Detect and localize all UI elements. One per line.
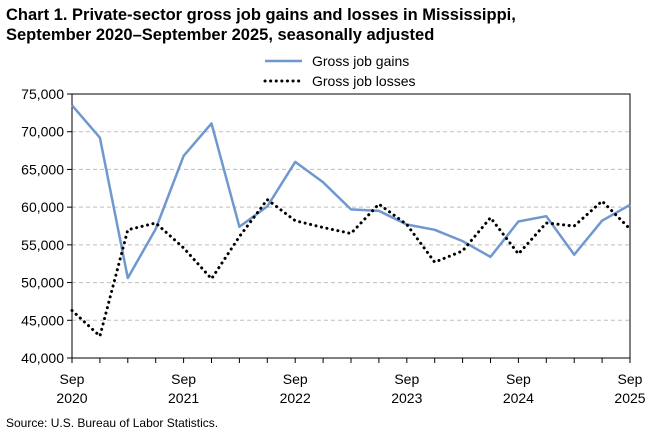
chart-title-line-1: Chart 1. Private-sector gross job gains … <box>6 6 516 24</box>
y-tick-label: 40,000 <box>21 350 64 366</box>
x-tick-label-month: Sep <box>171 371 196 387</box>
x-tick-label-year: 2021 <box>168 390 199 406</box>
x-axis-ticks: Sep 2020 Sep 2021 Sep 2022 Sep 2023 Sep 2024 Sep 20… <box>56 358 646 406</box>
x-tick-label-month: Sep <box>506 371 531 387</box>
x-tick-label-year: 2024 <box>503 390 534 406</box>
x-tick-label-year: 2023 <box>391 390 422 406</box>
y-axis-ticks: 40,000 45,000 50,000 55,000 60,000 65,000 70,0… <box>21 86 72 366</box>
y-tick-label: 65,000 <box>21 161 64 177</box>
legend-label-gross-job-losses: Gross job losses <box>312 73 415 89</box>
legend: Gross job gains Gross job losses <box>263 53 415 89</box>
series-lines <box>70 104 632 338</box>
x-tick-label-month: Sep <box>60 371 85 387</box>
y-tick-label: 60,000 <box>21 199 64 215</box>
legend-label-gross-job-gains: Gross job gains <box>312 53 409 69</box>
y-tick-label: 70,000 <box>21 124 64 140</box>
x-tick-label-month: Sep <box>618 371 643 387</box>
y-tick-label: 55,000 <box>21 237 64 253</box>
x-tick-label-month: Sep <box>283 371 308 387</box>
series-line-gross-job-gains <box>71 104 631 280</box>
x-tick-label-month: Sep <box>394 371 419 387</box>
y-tick-label: 45,000 <box>21 312 64 328</box>
series-line-gross-job-losses <box>70 198 632 338</box>
chart-title: Chart 1. Private-sector gross job gains … <box>6 5 656 45</box>
y-tick-label: 50,000 <box>21 275 64 291</box>
x-tick-label-year: 2025 <box>614 390 645 406</box>
x-tick-label-year: 2022 <box>280 390 311 406</box>
chart-title-line-2: September 2020–September 2025, seasonall… <box>6 26 435 44</box>
source-note: Source: U.S. Bureau of Labor Statistics. <box>6 416 219 430</box>
y-tick-label: 75,000 <box>21 86 64 102</box>
x-tick-label-year: 2020 <box>56 390 87 406</box>
